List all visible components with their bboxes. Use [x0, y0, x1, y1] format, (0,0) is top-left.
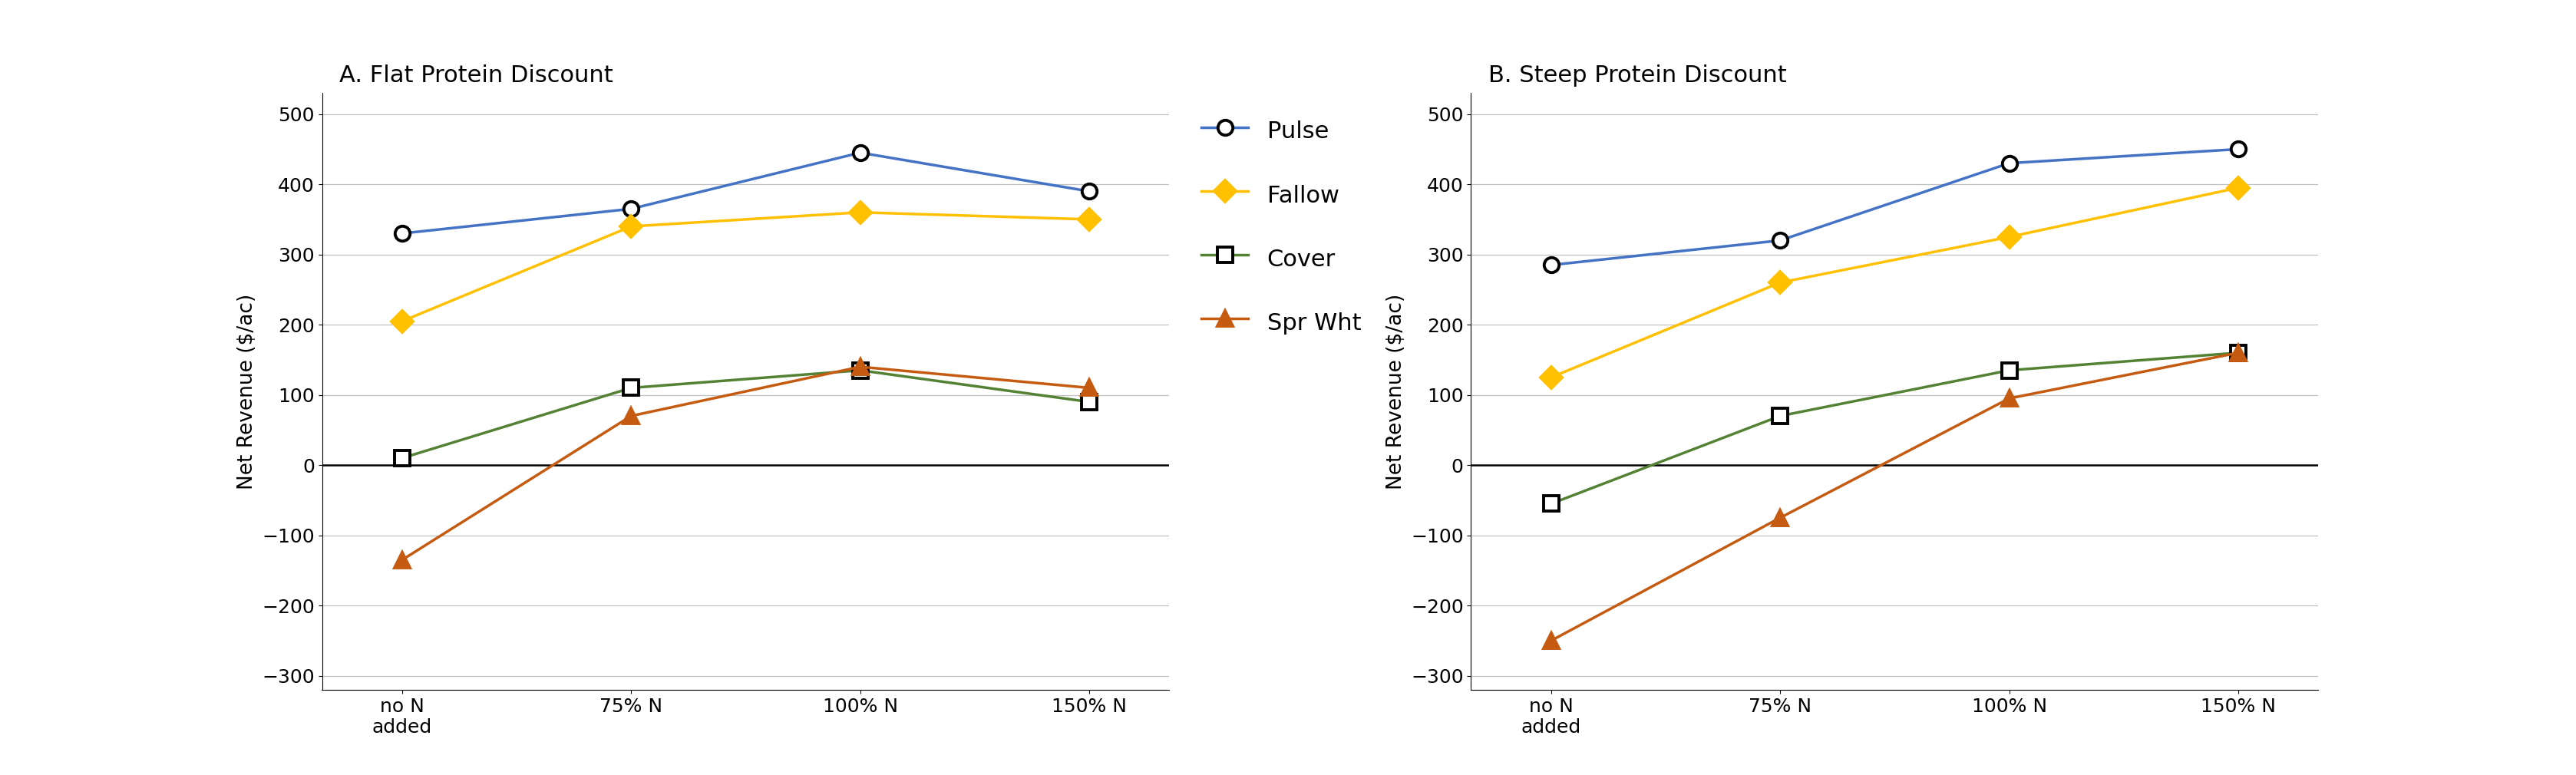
- Text: A. Flat Protein Discount: A. Flat Protein Discount: [340, 64, 613, 87]
- Legend: Pulse, Fallow, Cover, Spr Wht: Pulse, Fallow, Cover, Spr Wht: [1190, 105, 1373, 348]
- Text: B. Steep Protein Discount: B. Steep Protein Discount: [1489, 64, 1785, 87]
- Y-axis label: Net Revenue ($/ac): Net Revenue ($/ac): [237, 294, 258, 489]
- Y-axis label: Net Revenue ($/ac): Net Revenue ($/ac): [1386, 294, 1406, 489]
